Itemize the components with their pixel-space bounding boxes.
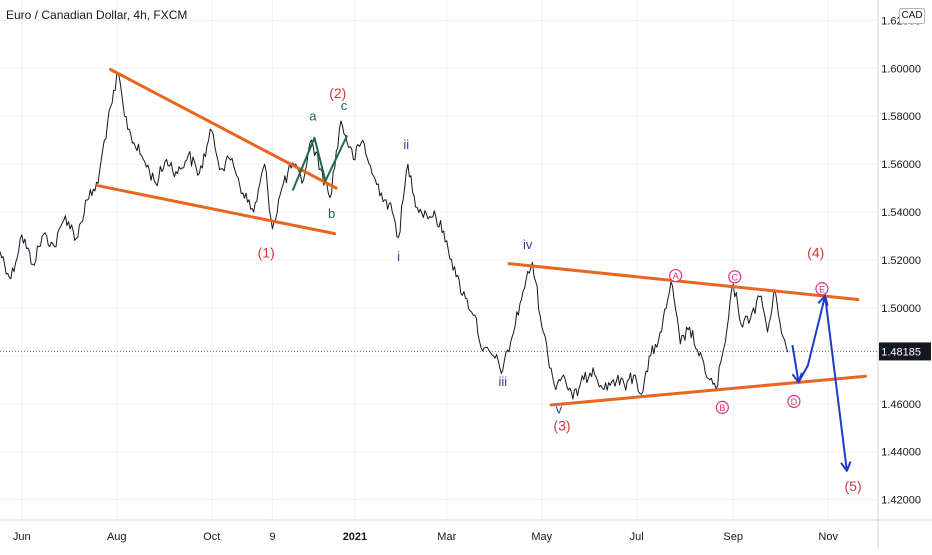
circled-label-text: C <box>732 272 739 282</box>
time-tick-label: Mar <box>437 531 456 543</box>
drawn-path-2[interactable] <box>791 294 848 472</box>
price-tick-label: 1.52000 <box>881 255 921 267</box>
circled-label-ring <box>728 270 742 284</box>
wave-label: (3) <box>553 418 570 434</box>
wave-label: (1) <box>258 245 275 261</box>
circled-label-text: E <box>819 284 825 294</box>
arrowhead-2 <box>817 294 829 306</box>
time-tick-label: Sep <box>723 531 743 543</box>
circled-label-ring <box>669 268 683 283</box>
chart-title: Euro / Canadian Dollar, 4h, FXCM <box>6 8 188 22</box>
circled-label-text: B <box>719 403 725 413</box>
wave-label: i <box>397 249 400 264</box>
time-tick-label: 2021 <box>343 531 367 543</box>
last-price-badge[interactable] <box>879 342 931 361</box>
trendline-2[interactable] <box>96 184 337 236</box>
price-tick-label: 1.54000 <box>881 207 921 219</box>
time-tick-label: Jun <box>13 531 31 543</box>
wave-label: c <box>341 98 348 113</box>
price-tick-label: 1.46000 <box>881 399 921 411</box>
arrowhead-1 <box>791 372 803 384</box>
last-price-label: 1.48185 <box>881 346 921 358</box>
price-tick-label: 1.42000 <box>881 495 921 507</box>
time-tick-label: Jul <box>630 531 644 543</box>
time-tick-label: May <box>531 531 552 543</box>
wave-label: ii <box>403 137 409 152</box>
time-tick-label: Aug <box>107 531 127 543</box>
wave-label: (5) <box>845 478 862 494</box>
time-tick-label: 9 <box>269 531 275 543</box>
trendline-3[interactable] <box>507 262 860 302</box>
price-tick-label: 1.58000 <box>881 111 921 123</box>
trendline-4[interactable] <box>549 374 868 407</box>
circled-label-ring <box>815 282 829 296</box>
wave-label: iv <box>523 237 533 252</box>
price-series-line <box>0 72 789 400</box>
circled-label-text: A <box>673 271 679 281</box>
circled-label-text: D <box>791 397 798 407</box>
price-tick-label: 1.50000 <box>881 303 921 315</box>
wave-label: a <box>309 108 317 123</box>
time-tick-label: Oct <box>203 531 220 543</box>
circled-label-ring <box>715 400 729 414</box>
drawn-path-1[interactable] <box>291 134 349 191</box>
wave-label: (4) <box>807 245 824 261</box>
wave-label: (2) <box>329 85 346 101</box>
price-tick-label: 1.56000 <box>881 159 921 171</box>
price-tick-label: 1.44000 <box>881 447 921 459</box>
wave-label: b <box>328 206 335 221</box>
arrowhead-3 <box>840 461 852 472</box>
price-tick-label: 1.60000 <box>881 63 921 75</box>
time-tick-label: Nov <box>818 531 838 543</box>
circled-label-ring <box>787 394 801 408</box>
trendline-1[interactable] <box>109 67 338 190</box>
currency-tag[interactable]: CAD <box>899 8 925 24</box>
wave-label: iii <box>498 374 507 389</box>
wave-label: v <box>556 401 563 416</box>
